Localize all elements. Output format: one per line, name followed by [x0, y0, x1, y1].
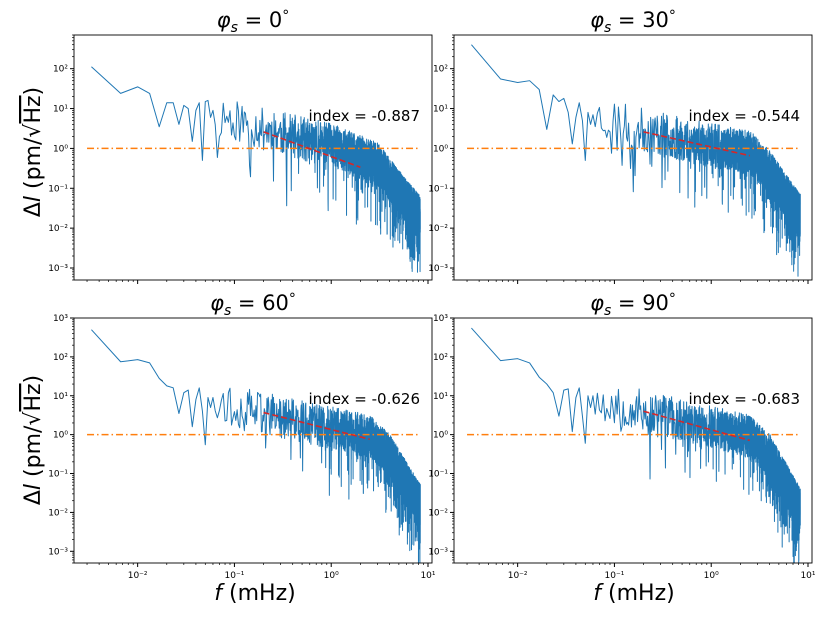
title-degree: °: [669, 291, 676, 307]
y-axis-label-top: Δl (pm/√Hz): [21, 87, 46, 217]
spectrum-line: [91, 329, 421, 563]
y-tick-label: 10⁰: [433, 144, 448, 154]
y-tick-label: 10⁻²: [428, 508, 448, 518]
title-equals: =: [611, 291, 642, 315]
title-angle-value: 90: [642, 291, 669, 315]
panel-1: 10⁻³ 10⁻² 10⁻¹ 10⁰ 10¹ 10² φs = 0° index = -0.8…: [48, 8, 433, 284]
y-tick-label: 10⁻³: [48, 264, 68, 274]
fit-line: [263, 411, 370, 441]
title-subscript: s: [604, 303, 611, 319]
fit-line: [263, 131, 361, 168]
title-degree: °: [289, 291, 296, 307]
index-annotation: index = -0.626: [309, 390, 421, 408]
panel-title: φs = 90°: [590, 291, 676, 319]
spectrum-line: [471, 327, 801, 563]
title-equals: =: [611, 8, 642, 32]
y-tick-label: 10⁻¹: [48, 470, 68, 480]
y-tick-label: 10²: [53, 65, 68, 75]
title-subscript: s: [224, 303, 231, 319]
x-tick-label: 10⁻²: [128, 571, 148, 581]
title-subscript: s: [231, 20, 238, 36]
panel-title: φs = 30°: [590, 8, 676, 36]
panel-3: 10⁻² 10⁻¹ 10⁰ 10¹ 10⁻³ 10⁻² 10⁻¹ 10⁰ 10¹ 10² 10³ φs…: [48, 291, 436, 581]
y-tick-label: 10⁰: [433, 431, 448, 441]
index-annotation: index = -0.887: [309, 107, 421, 125]
fit-line: [643, 131, 750, 157]
title-angle-value: 0: [269, 8, 282, 32]
title-angle-value: 30: [642, 8, 669, 32]
title-degree: °: [282, 8, 289, 24]
title-phi: φ: [217, 8, 231, 32]
y-tick-label: 10⁻²: [48, 224, 68, 234]
y-tick-label: 10⁻³: [428, 264, 448, 274]
title-phi: φ: [210, 291, 224, 315]
title-equals: =: [238, 8, 269, 32]
title-phi: φ: [590, 291, 604, 315]
y-tick-label: 10⁻¹: [428, 470, 448, 480]
y-tick-label: 10²: [53, 353, 68, 363]
title-phi: φ: [590, 8, 604, 32]
y-tick-label: 10¹: [53, 105, 68, 115]
y-tick-label: 10⁻²: [428, 224, 448, 234]
title-degree: °: [669, 8, 676, 24]
y-tick-label: 10²: [433, 65, 448, 75]
index-annotation: index = -0.683: [689, 390, 801, 408]
x-tick-label: 10⁻²: [508, 571, 528, 581]
x-tick-label: 10¹: [800, 571, 815, 581]
fit-line: [643, 410, 750, 442]
y-axis-label-bottom: Δl (pm/√Hz): [21, 375, 46, 505]
y-tick-label: 10²: [433, 353, 448, 363]
y-tick-label: 10⁻³: [48, 547, 68, 557]
title-subscript: s: [604, 20, 611, 36]
x-tick-label: 10⁰: [324, 571, 339, 581]
y-tick-label: 10³: [433, 314, 448, 324]
y-tick-label: 10⁻³: [428, 547, 448, 557]
x-axis-label-right: f (mHz): [593, 581, 674, 606]
panel-2: 10⁻³ 10⁻² 10⁻¹ 10⁰ 10¹ 10² φs = 30° index = -0.…: [428, 8, 813, 284]
y-tick-label: 10⁻¹: [48, 184, 68, 194]
x-tick-label: 10⁰: [704, 571, 719, 581]
y-tick-label: 10¹: [53, 392, 68, 402]
y-tick-label: 10³: [53, 314, 68, 324]
spectrum-line: [91, 66, 421, 273]
x-axis-label-left: f (mHz): [214, 581, 295, 606]
y-tick-label: 10⁻¹: [428, 184, 448, 194]
y-tick-label: 10¹: [433, 105, 448, 115]
x-tick-label: 10⁻¹: [605, 571, 625, 581]
y-tick-label: 10⁻²: [48, 508, 68, 518]
title-angle-value: 60: [262, 291, 289, 315]
spectrum-line: [471, 44, 801, 277]
title-equals: =: [231, 291, 262, 315]
y-tick-label: 10⁰: [53, 144, 68, 154]
y-tick-label: 10¹: [433, 392, 448, 402]
panel-title: φs = 0°: [217, 8, 289, 36]
x-tick-label: 10⁻¹: [225, 571, 245, 581]
panel-title: φs = 60°: [210, 291, 296, 319]
panel-4: 10⁻² 10⁻¹ 10⁰ 10¹ 10⁻³ 10⁻² 10⁻¹ 10⁰ 10¹ 10² 10³ φs…: [428, 291, 816, 581]
y-tick-label: 10⁰: [53, 431, 68, 441]
x-tick-label: 10¹: [420, 571, 435, 581]
index-annotation: index = -0.544: [689, 107, 801, 125]
